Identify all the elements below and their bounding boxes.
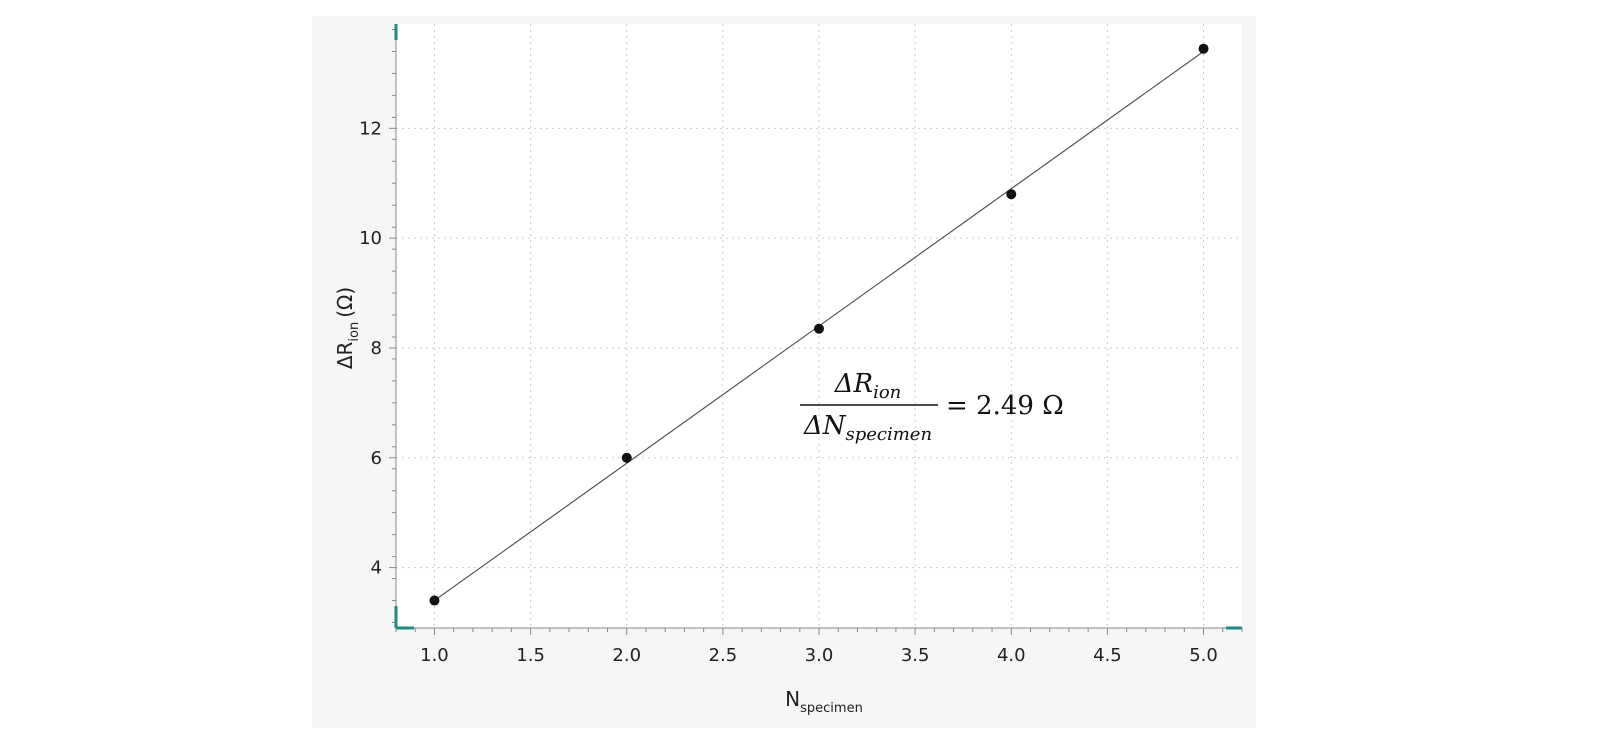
data-point [814, 323, 824, 334]
data-point [1198, 43, 1209, 54]
x-tick-label: 1.5 [516, 645, 545, 666]
minor-ticks [389, 28, 1243, 635]
y-tick-label: 4 [371, 558, 382, 579]
x-tick-label: 2.0 [612, 645, 641, 666]
x-tick-label: 4.0 [997, 645, 1026, 666]
data-point [1006, 189, 1017, 200]
x-tick-label: 1.0 [420, 645, 449, 666]
y-tick-label: 12 [359, 118, 382, 139]
y-tick-labels: 4 6 8 10 12 [359, 118, 382, 578]
y-tick-label: 6 [371, 448, 382, 469]
x-tick-labels: 1.0 1.5 2.0 2.5 3.0 3.5 4.0 4.5 5.0 [420, 645, 1218, 666]
x-tick-label: 3.5 [901, 645, 930, 666]
annotation-numerator: ΔRion [834, 369, 902, 403]
x-tick-label: 4.5 [1093, 645, 1122, 666]
axes [394, 24, 1242, 630]
x-axis-title: Nspecimen [785, 687, 863, 716]
annotation-value: = 2.49 Ω [946, 391, 1064, 421]
y-axis-title: ΔRion(Ω) [333, 287, 362, 369]
scatter-chart: 1.0 1.5 2.0 2.5 3.0 3.5 4.0 4.5 5.0 4 6 8 10 12 Nspe… [333, 24, 1243, 716]
y-tick-label: 8 [371, 338, 382, 359]
slope-annotation: ΔRion ΔNspecimen = 2.49 Ω [800, 369, 1064, 445]
x-tick-label: 3.0 [805, 645, 834, 666]
x-tick-label: 5.0 [1189, 645, 1218, 666]
chart-panel: 1.0 1.5 2.0 2.5 3.0 3.5 4.0 4.5 5.0 4 6 8 10 12 Nspe… [312, 16, 1256, 728]
data-points [429, 43, 1209, 606]
x-tick-label: 2.5 [709, 645, 738, 666]
data-point [429, 595, 440, 606]
annotation-denominator: ΔNspecimen [803, 411, 932, 445]
data-point [621, 452, 632, 463]
y-tick-label: 10 [359, 228, 382, 249]
